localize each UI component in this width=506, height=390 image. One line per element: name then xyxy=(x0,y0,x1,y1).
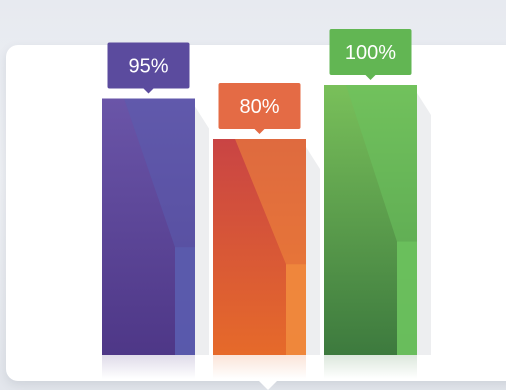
data-label: 100% xyxy=(345,42,396,64)
value-tag xyxy=(107,42,190,89)
bar-side xyxy=(397,241,417,355)
value-tag xyxy=(329,29,412,75)
bar-shadow xyxy=(417,93,431,355)
bar-reflection xyxy=(324,355,417,379)
bar-group-1: 95% xyxy=(102,42,209,379)
bar-shadow xyxy=(306,147,320,355)
data-label: 95% xyxy=(128,56,168,78)
value-tag xyxy=(218,83,301,129)
bar-side xyxy=(286,264,306,355)
bar-side xyxy=(175,247,195,355)
bar-group-2: 80% xyxy=(213,83,320,379)
value-tag-pointer xyxy=(254,129,265,134)
bar-reflection xyxy=(213,355,306,379)
data-label: 80% xyxy=(239,96,279,118)
card-pointer xyxy=(258,380,278,390)
value-tag-pointer xyxy=(365,75,376,80)
value-tag-pointer xyxy=(143,88,154,94)
bar-group-3: 100% xyxy=(324,29,431,379)
bar-reflection xyxy=(102,355,195,379)
bar-shadow xyxy=(195,106,209,355)
